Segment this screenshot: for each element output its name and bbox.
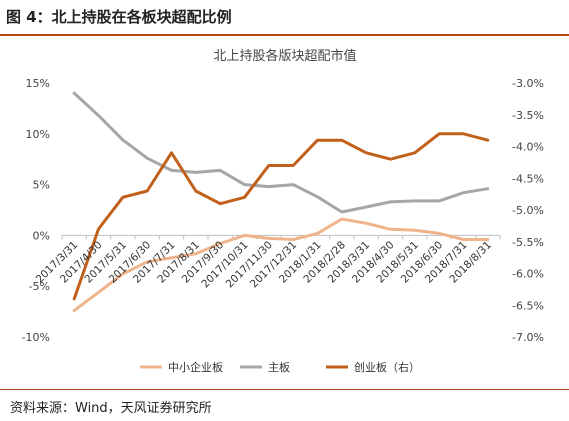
- y-right-tick-label: -3.5%: [512, 109, 544, 122]
- y-right-tick-label: -4.5%: [512, 172, 544, 185]
- footer-rule: [0, 389, 569, 390]
- y-right-tick-label: -5.0%: [512, 204, 544, 217]
- header-rule: [0, 34, 569, 36]
- y-right-tick-label: -6.0%: [512, 268, 544, 281]
- chart-title: 北上持股各版块超配市值: [213, 48, 356, 64]
- y-left-tick-label: 10%: [26, 128, 50, 141]
- y-left-tick-label: -5%: [29, 280, 50, 293]
- series-line-3: [72, 132, 490, 301]
- legend-label: 中小企业板: [168, 360, 223, 374]
- y-left-tick-label: -10%: [22, 331, 50, 344]
- y-left-tick-label: 5%: [33, 179, 50, 192]
- line-chart: 北上持股各版块超配市值 15% 10% 5% 0% -5% -10% -3.0% -3.5% -4…: [22, 48, 544, 374]
- series-line-1: [72, 217, 490, 313]
- y-left-tick-label: 15%: [26, 77, 50, 90]
- figure-header: 图 4：北上持股在各板块超配比例: [0, 0, 569, 36]
- legend-label: 主板: [268, 360, 290, 374]
- y-right-tick-label: -4.0%: [512, 141, 544, 154]
- legend-label: 创业板（右）: [354, 360, 420, 374]
- y-right-tick-label: -3.0%: [512, 77, 544, 90]
- figure-title: 图 4：北上持股在各板块超配比例: [6, 8, 232, 26]
- source-note: 资料来源：Wind，天风证券研究所: [10, 401, 212, 416]
- y-left-tick-label: 0%: [33, 229, 50, 242]
- y-right-tick-label: -6.5%: [512, 299, 544, 312]
- series-line-2: [72, 91, 490, 214]
- y-right-tick-label: -7.0%: [512, 331, 544, 344]
- chart-area: 北上持股各版块超配市值 15% 10% 5% 0% -5% -10% -3.0% -3.5% -4…: [0, 36, 569, 386]
- y-right-tick-label: -5.5%: [512, 236, 544, 249]
